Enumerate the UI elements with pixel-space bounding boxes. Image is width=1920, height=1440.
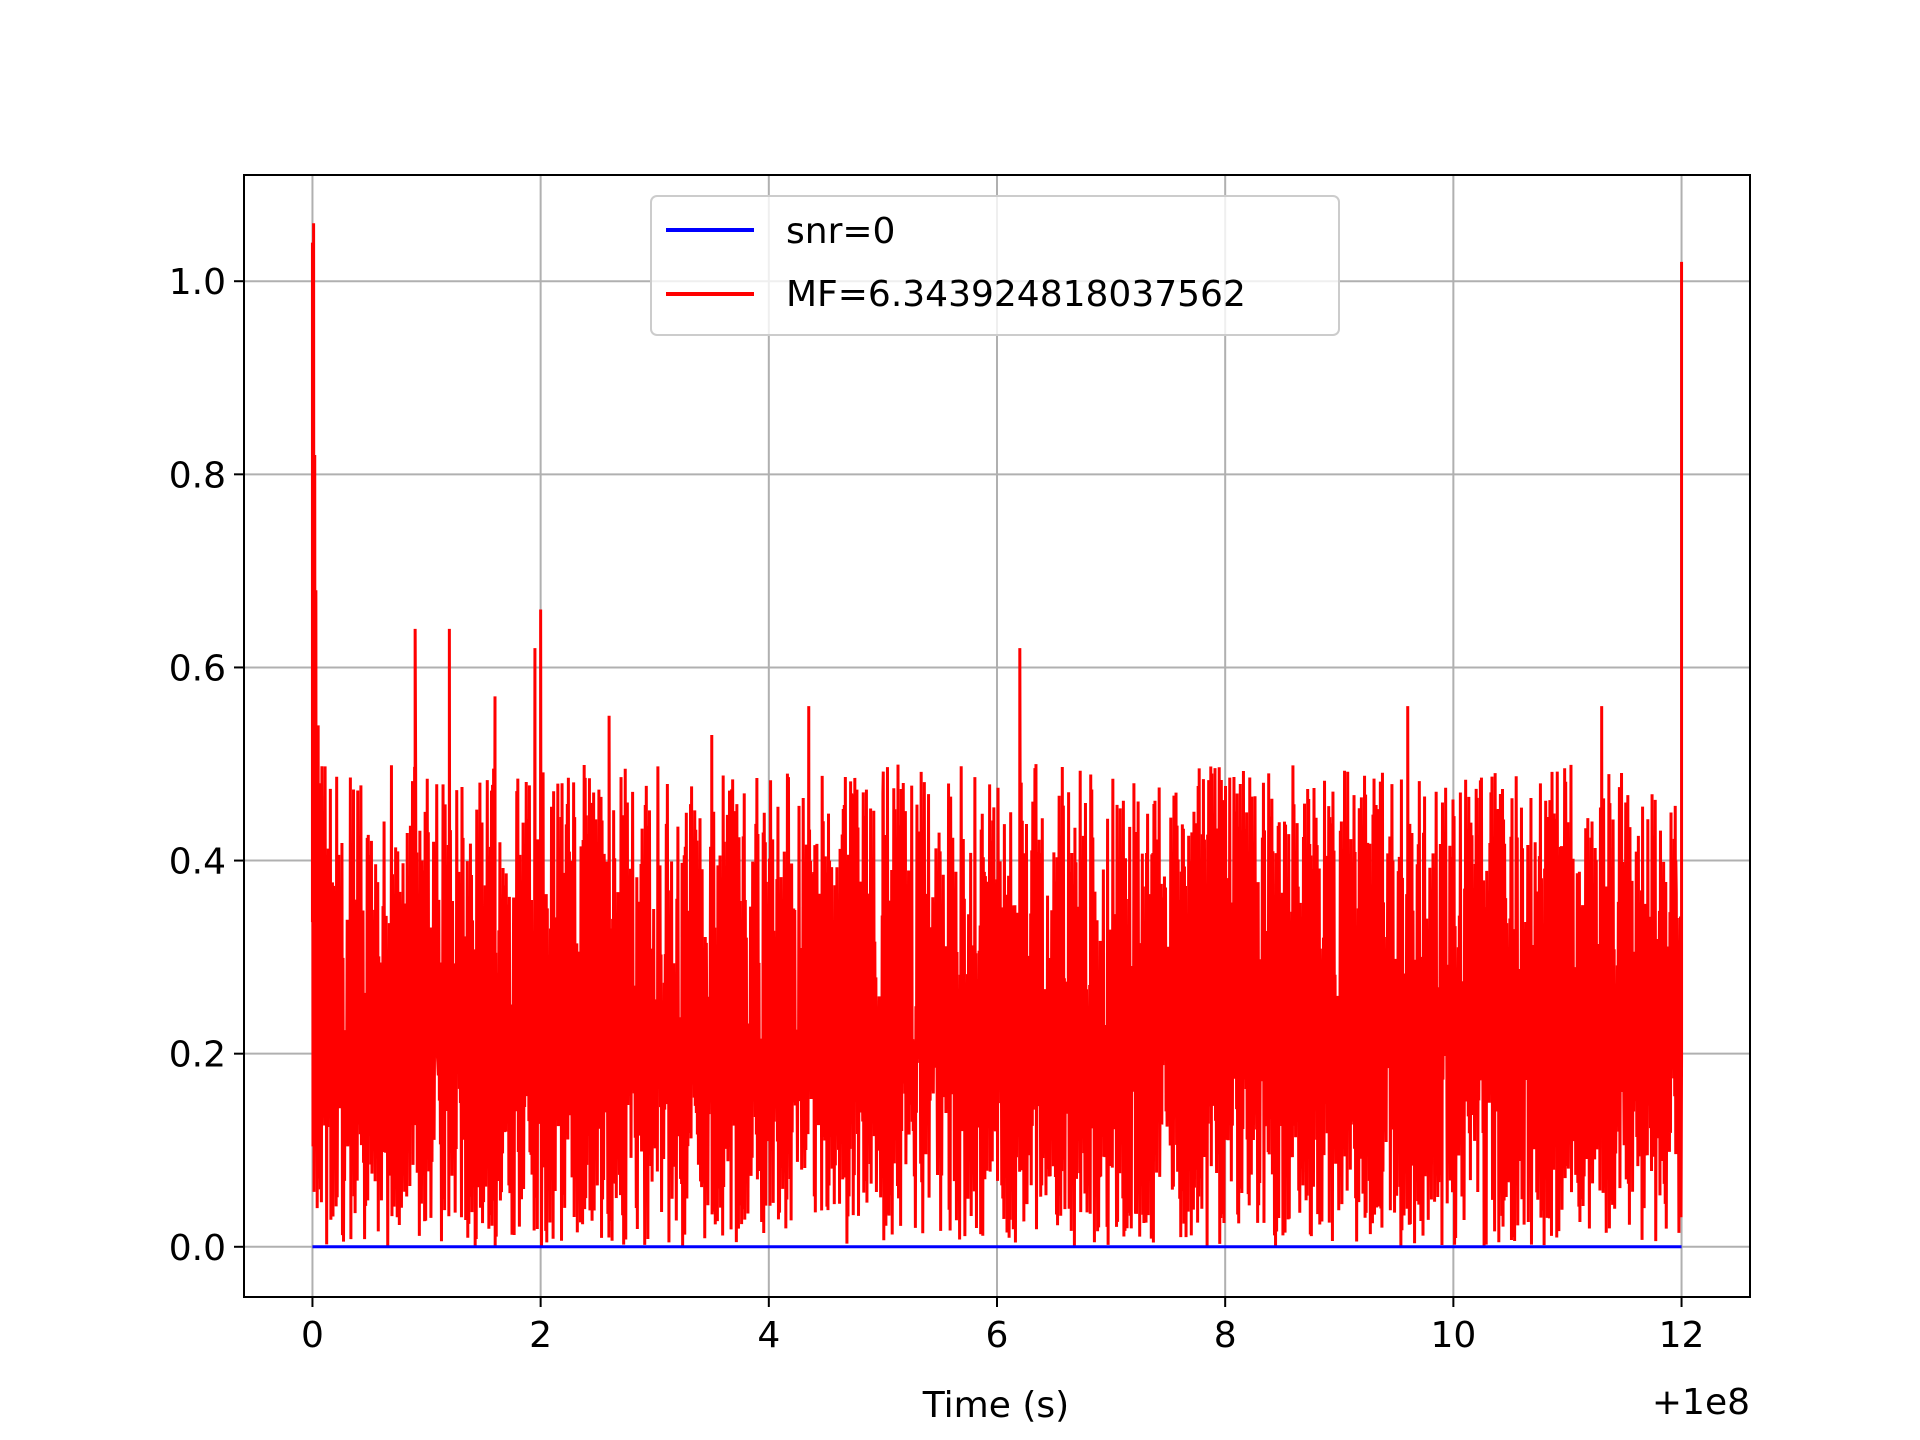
legend-box xyxy=(650,195,1340,336)
plot-area xyxy=(310,223,1684,1249)
y-tick-label: 1.0 xyxy=(169,262,226,303)
x-axis-offset-label: +1e8 xyxy=(1652,1382,1750,1423)
series-line-mf xyxy=(310,223,1684,1247)
y-tick-label: 0.2 xyxy=(169,1035,226,1076)
legend: snr=0 MF=6.343924818037562 xyxy=(650,195,1340,336)
x-tick-label: 12 xyxy=(1659,1315,1705,1356)
legend-label-mf: MF=6.343924818037562 xyxy=(786,274,1246,315)
x-tick-label: 2 xyxy=(529,1315,552,1356)
x-tick-label: 6 xyxy=(986,1315,1009,1356)
x-axis-label: Time (s) xyxy=(922,1385,1069,1426)
y-tick-label: 0.6 xyxy=(169,648,226,689)
series-lines xyxy=(310,223,1684,1249)
x-tick-label: 0 xyxy=(301,1315,324,1356)
x-tick-label: 4 xyxy=(757,1315,780,1356)
x-tick-label: 10 xyxy=(1430,1315,1476,1356)
y-axis-ticks: 0.0 0.2 0.4 0.6 0.8 1.0 xyxy=(169,262,244,1269)
y-tick-label: 0.0 xyxy=(169,1228,226,1269)
x-axis-ticks: 0 2 4 6 8 10 12 xyxy=(301,1297,1704,1356)
y-tick-label: 0.8 xyxy=(169,455,226,496)
x-tick-label: 8 xyxy=(1214,1315,1237,1356)
y-tick-label: 0.4 xyxy=(169,842,226,883)
legend-label-snr: snr=0 xyxy=(786,211,895,252)
